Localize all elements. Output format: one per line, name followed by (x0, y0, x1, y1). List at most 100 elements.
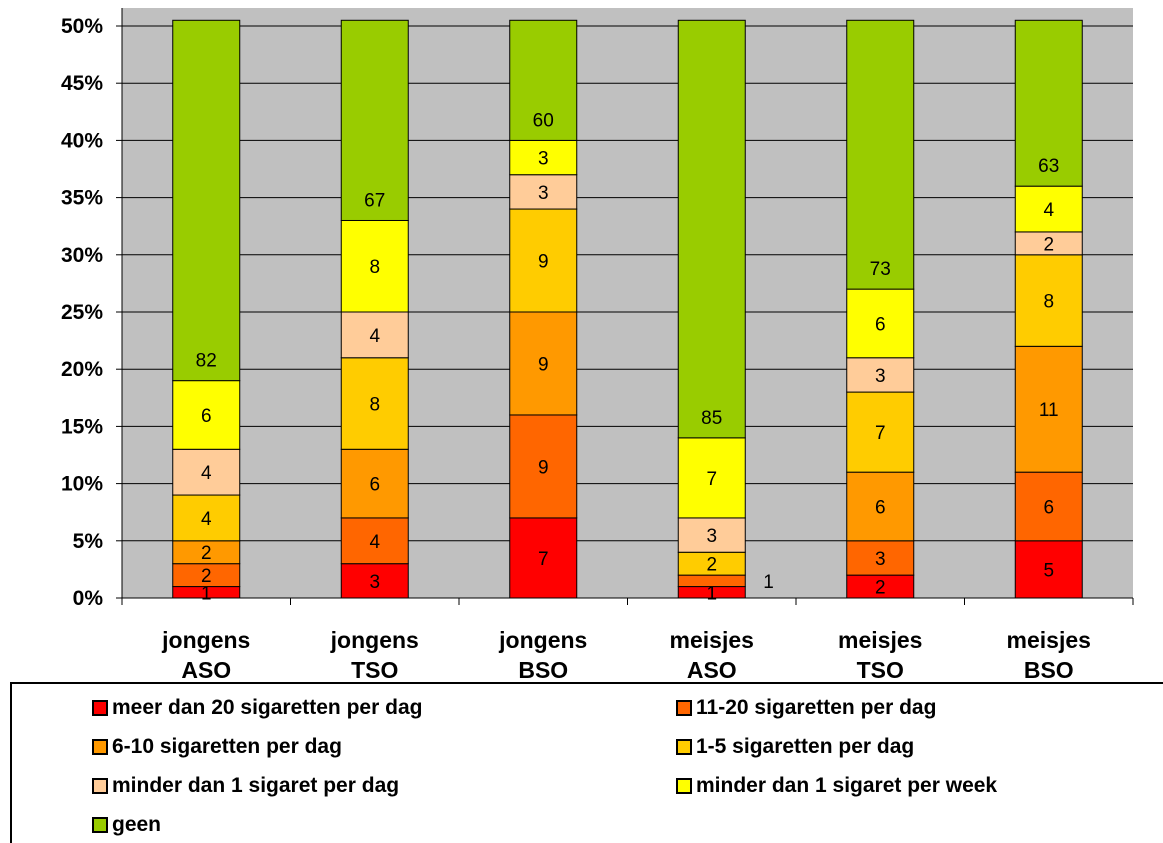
data-label: 3 (875, 366, 886, 387)
x-tick-label: TSO (857, 657, 904, 682)
bar-segment (509, 517, 578, 599)
bar-segment (1014, 540, 1083, 599)
legend-swatch-1-5 (676, 739, 692, 755)
bar-segment (1014, 345, 1083, 473)
data-label: 3 (369, 572, 380, 593)
bar-segment (509, 19, 578, 141)
x-tick-label: ASO (687, 657, 737, 682)
legend-label-minder-dan-1-per-dag: minder dan 1 sigaret per dag (112, 774, 400, 797)
legend-item-minder-dan-1-per-week: minder dan 1 sigaret per week (676, 774, 997, 798)
x-tick-label: BSO (518, 657, 568, 682)
data-label: 1 (706, 583, 717, 604)
bar-segment (677, 517, 746, 553)
x-tick-label: meisjes (1007, 627, 1091, 653)
bar-segment (677, 437, 746, 519)
x-tick-label: meisjes (670, 627, 754, 653)
data-label: 6 (201, 406, 212, 427)
bar-segment (1014, 471, 1083, 542)
data-label: 85 (701, 408, 722, 429)
bar-segment (509, 139, 578, 176)
x-tick-label: jongens (498, 627, 587, 653)
y-tick-label: 25% (61, 301, 103, 324)
data-label: 4 (369, 326, 380, 347)
legend-swatch-6-10 (92, 739, 108, 755)
y-tick-label: 20% (61, 358, 103, 381)
data-label: 7 (706, 469, 717, 490)
legend-swatch-minder-dan-1-per-week (676, 778, 692, 794)
legend: meer dan 20 sigaretten per dag 11-20 sig… (10, 682, 1163, 843)
x-tick-label: ASO (181, 657, 231, 682)
bar-segment (677, 19, 746, 439)
bar-segment (509, 174, 578, 210)
data-label: 8 (369, 395, 380, 416)
data-label: 2 (201, 543, 212, 564)
data-label: 1 (763, 572, 774, 593)
bar-segment (846, 471, 915, 542)
data-label: 2 (706, 555, 717, 576)
data-label: 9 (538, 354, 549, 375)
legend-item-6-10: 6-10 sigaretten per dag (92, 735, 342, 759)
x-tick-label: meisjes (838, 627, 922, 653)
data-label: 1 (201, 583, 212, 604)
legend-label-meer-dan-20: meer dan 20 sigaretten per dag (112, 696, 423, 719)
bar-segment (677, 574, 746, 588)
data-label: 7 (538, 549, 549, 570)
x-tick-label: jongens (161, 627, 250, 653)
bar-segment (509, 414, 578, 519)
x-tick-label: TSO (351, 657, 398, 682)
data-label: 2 (875, 578, 886, 599)
bar-segment (1014, 254, 1083, 347)
data-label: 9 (538, 252, 549, 273)
legend-swatch-minder-dan-1-per-dag (92, 778, 108, 794)
data-label: 6 (369, 475, 380, 496)
data-label: 6 (875, 497, 886, 518)
legend-label-11-20: 11-20 sigaretten per dag (696, 696, 937, 719)
data-label: 4 (201, 463, 212, 484)
data-label: 4 (369, 532, 380, 553)
data-label: 6 (1043, 497, 1054, 518)
bar-segment (172, 448, 241, 496)
data-label: 7 (875, 423, 886, 444)
data-label: 63 (1038, 156, 1059, 177)
bar-segment (509, 208, 578, 313)
legend-swatch-11-20 (676, 700, 692, 716)
bar-segment (340, 219, 409, 313)
data-label: 9 (538, 457, 549, 478)
data-label: 4 (1043, 200, 1054, 221)
data-label: 2 (201, 566, 212, 587)
x-tick-label: jongens (330, 627, 419, 653)
y-tick-label: 0% (73, 587, 104, 610)
y-tick-label: 45% (61, 72, 103, 95)
y-tick-label: 50% (61, 15, 103, 38)
legend-item-geen: geen (92, 813, 161, 837)
x-tick-label: BSO (1024, 657, 1074, 682)
bar-segment (340, 448, 409, 519)
legend-swatch-geen (92, 817, 108, 833)
y-tick-label: 15% (61, 415, 103, 438)
data-label: 4 (201, 509, 212, 530)
data-label: 3 (875, 549, 886, 570)
bar-segment (509, 311, 578, 416)
data-label: 3 (538, 183, 549, 204)
legend-label-1-5: 1-5 sigaretten per dag (696, 735, 915, 758)
data-label: 5 (1043, 560, 1054, 581)
y-tick-label: 35% (61, 187, 103, 210)
bar-segment (340, 563, 409, 599)
y-tick-label: 10% (61, 473, 103, 496)
data-label: 67 (364, 190, 385, 211)
legend-item-1-5: 1-5 sigaretten per dag (676, 735, 914, 759)
bar-segment (846, 19, 915, 290)
bar-segment (846, 540, 915, 576)
bar-segment (172, 19, 241, 382)
bar-segment (172, 494, 241, 542)
legend-item-meer-dan-20: meer dan 20 sigaretten per dag (92, 696, 422, 720)
legend-label-6-10: 6-10 sigaretten per dag (112, 735, 342, 758)
bar-segment (340, 311, 409, 359)
legend-swatch-meer-dan-20 (92, 700, 108, 716)
legend-item-11-20: 11-20 sigaretten per dag (676, 696, 936, 720)
y-tick-label: 30% (61, 244, 103, 267)
data-label: 82 (196, 351, 217, 372)
legend-label-geen: geen (112, 813, 162, 836)
data-label: 8 (1043, 292, 1054, 313)
data-label: 73 (870, 259, 891, 280)
